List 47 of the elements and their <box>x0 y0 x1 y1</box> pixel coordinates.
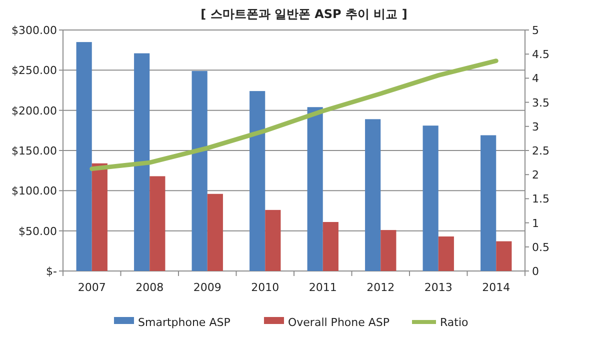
x-tick-label: 2014 <box>482 281 510 294</box>
y-tick-label: $250.00 <box>12 64 57 78</box>
legend-label: Overall Phone ASP <box>288 316 390 329</box>
bar <box>438 236 454 271</box>
y2-tick-label: 1.5 <box>532 192 550 206</box>
y2-tick-label: 5 <box>532 24 539 37</box>
y-tick-label: $100.00 <box>12 184 57 198</box>
y-tick-label: $200.00 <box>12 104 57 118</box>
y2-tick-label: 4 <box>532 72 539 86</box>
bar <box>250 91 266 271</box>
bar <box>380 230 396 271</box>
bar <box>207 194 223 271</box>
y2-tick-label: 3.5 <box>532 96 550 110</box>
bar <box>134 53 150 271</box>
x-tick-label: 2007 <box>78 281 106 294</box>
line-series <box>90 58 498 172</box>
y2-tick-label: 0.5 <box>532 240 550 254</box>
bar <box>365 119 381 271</box>
bar <box>192 70 208 271</box>
y-tick-label: $300.00 <box>12 24 57 37</box>
y-tick-label: $50.00 <box>18 224 57 238</box>
bar <box>265 210 281 271</box>
y-tick-label: $- <box>46 265 58 278</box>
y2-tick-label: 2 <box>532 168 539 182</box>
y2-tick-label: 3 <box>532 120 539 134</box>
legend-label: Ratio <box>440 316 469 329</box>
bar <box>76 42 92 271</box>
bar <box>307 107 323 271</box>
bar <box>480 135 496 271</box>
chart-title: [ 스마트폰과 일반폰 ASP 추이 비교 ] <box>200 7 408 21</box>
bar <box>322 222 338 271</box>
x-tick-label: 2010 <box>251 281 280 294</box>
bar <box>92 163 108 271</box>
bar <box>150 176 166 271</box>
y-tick-label: $150.00 <box>12 144 57 158</box>
x-tick-label: 2008 <box>136 281 164 294</box>
y2-tick-label: 2.5 <box>532 144 550 158</box>
x-tick-label: 2009 <box>193 281 222 294</box>
y2-tick-label: 0 <box>532 265 539 278</box>
y2-tick-label: 1 <box>532 216 539 230</box>
y2-tick-label: 4.5 <box>532 48 550 62</box>
x-tick-label: 2013 <box>424 281 452 294</box>
legend-label: Smartphone ASP <box>138 316 231 329</box>
x-tick-label: 2011 <box>308 281 337 294</box>
bar <box>422 126 438 271</box>
x-tick-label: 2012 <box>366 281 395 294</box>
bar <box>496 241 512 271</box>
